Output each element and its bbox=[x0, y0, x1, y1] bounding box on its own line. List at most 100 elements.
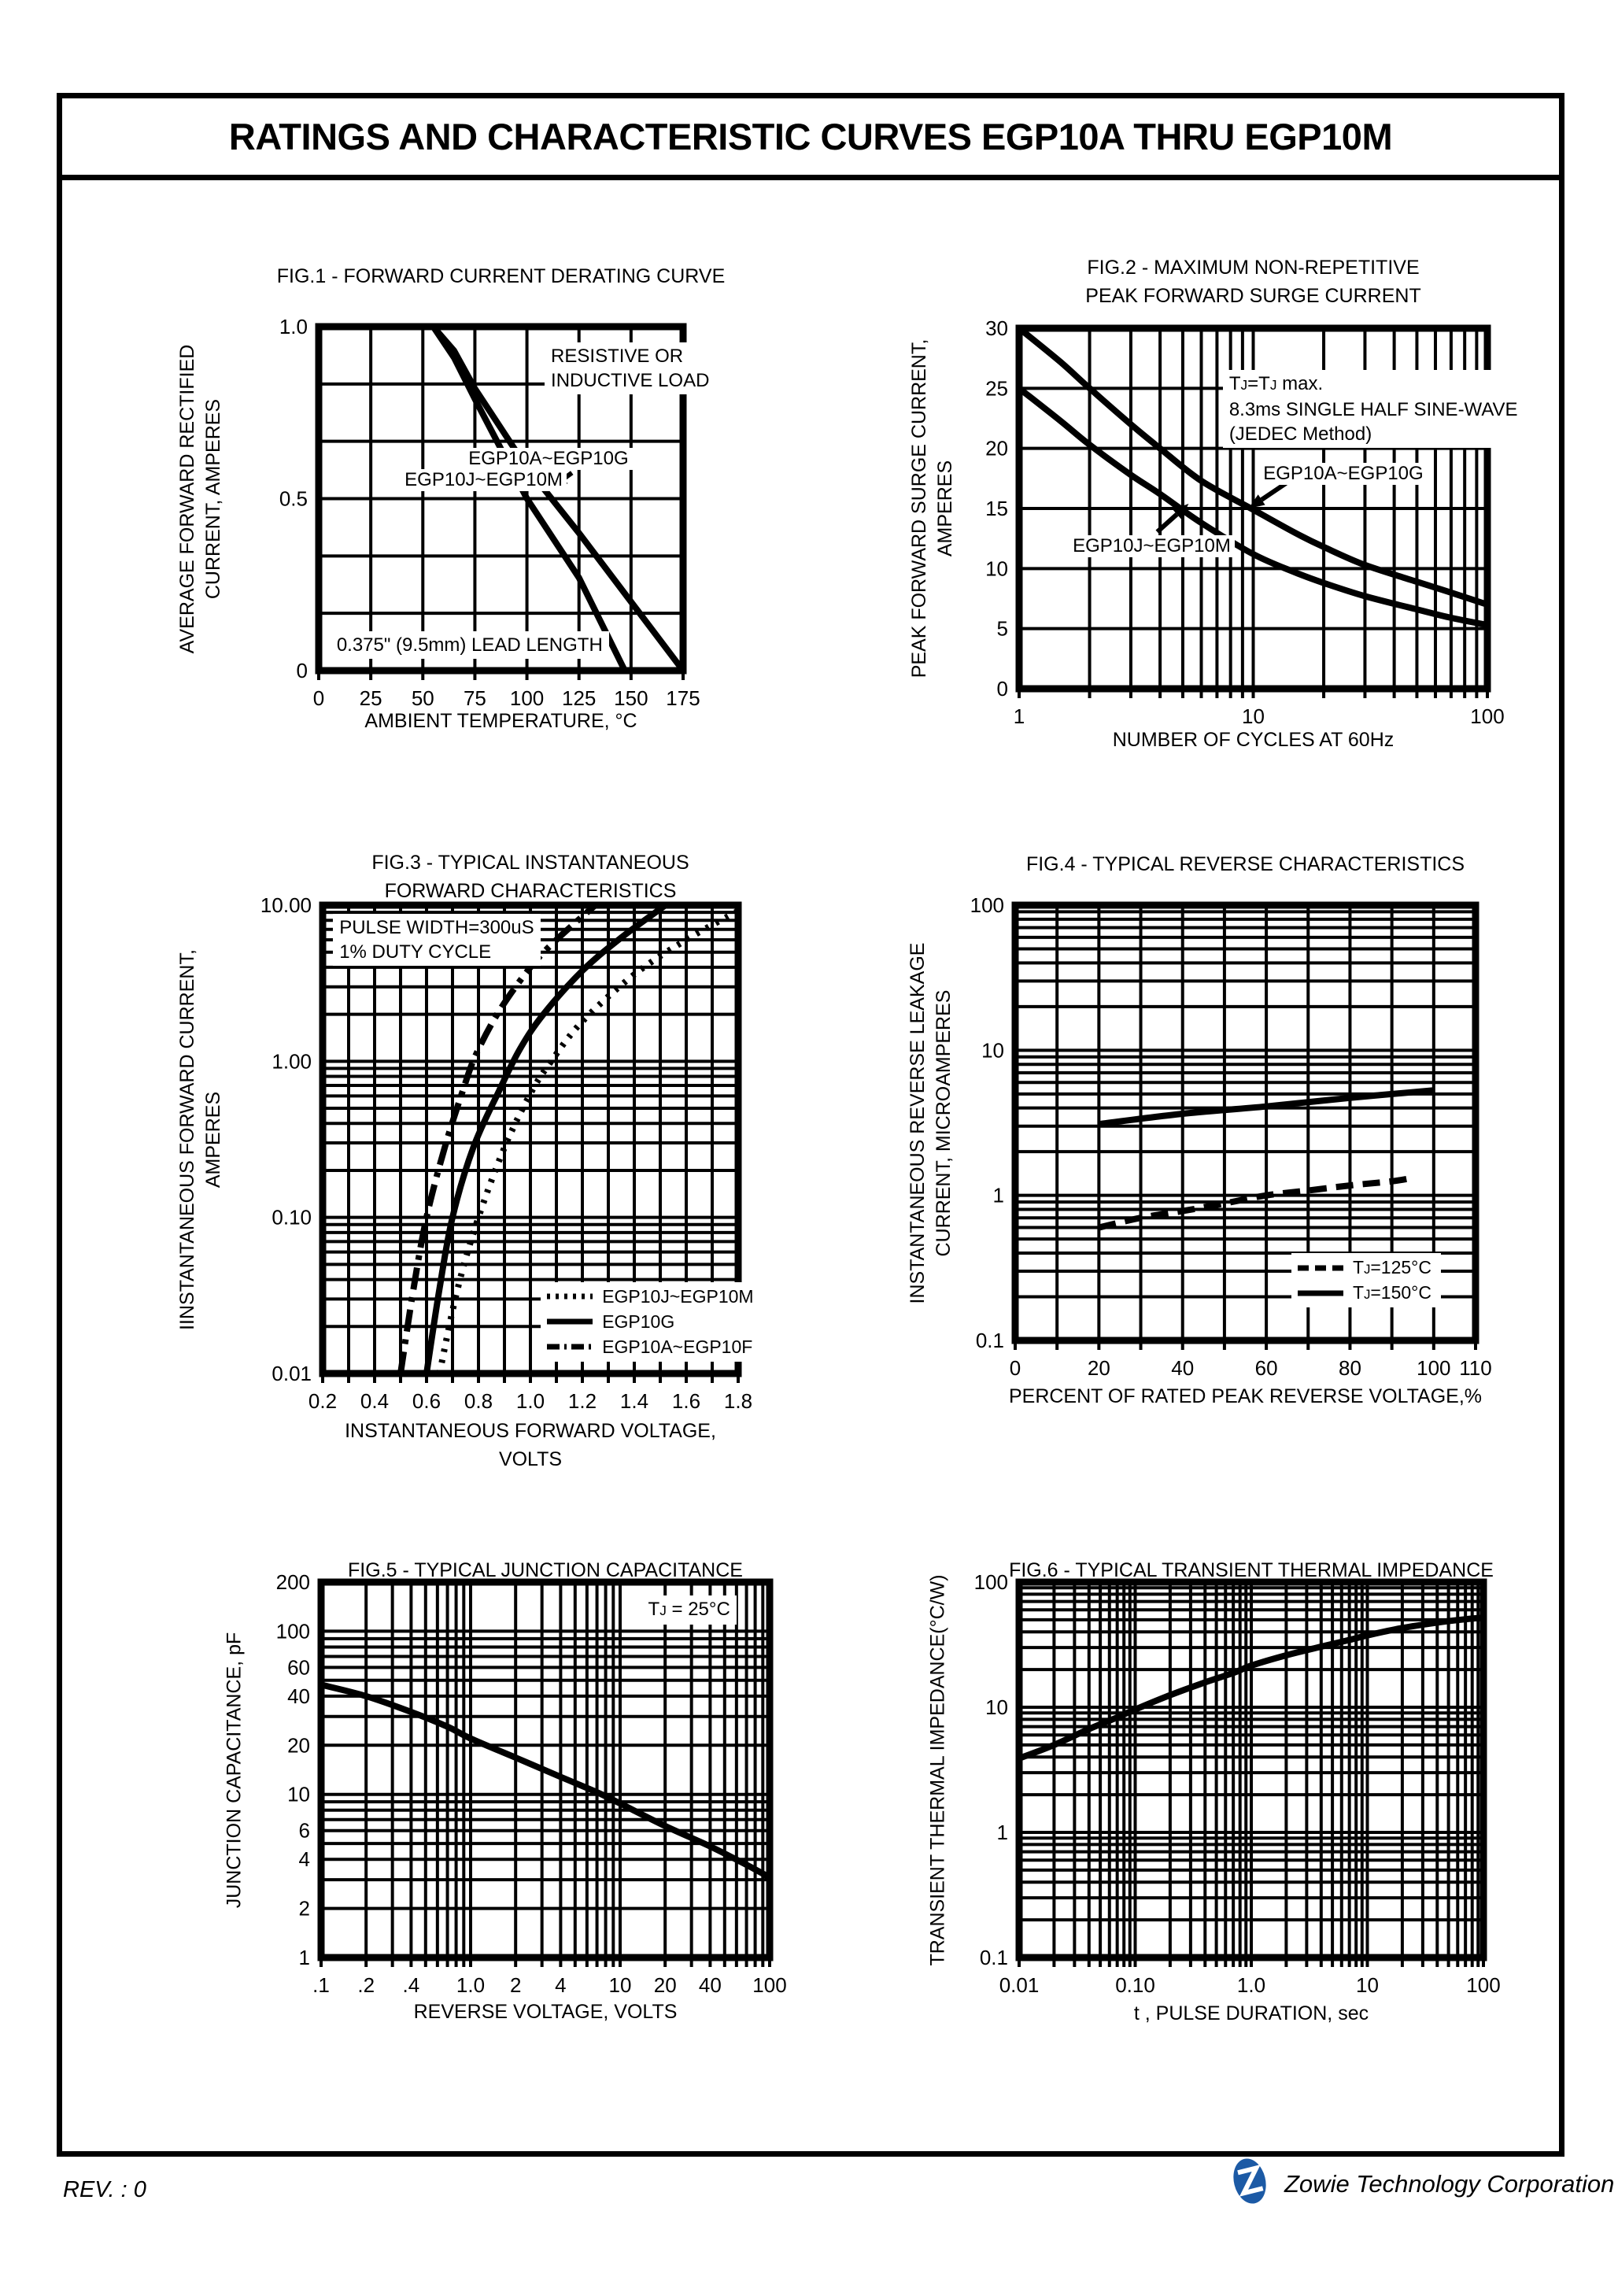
fig5-y-tick: 60 bbox=[287, 1655, 310, 1679]
fig1-title: FIG.1 - FORWARD CURRENT DERATING CURVE bbox=[277, 262, 725, 290]
fig5-x-tick: 10 bbox=[609, 1973, 632, 1997]
fig3-y-title-line: AMPERES bbox=[202, 1091, 224, 1188]
fig2-y-tick: 20 bbox=[985, 437, 1008, 460]
fig5-y-axis-title: JUNCTION CAPACITANCE, pF bbox=[222, 1632, 248, 1908]
fig2-series-EGP10J~EGP10M bbox=[1017, 386, 1488, 629]
fig5-y-title-line: JUNCTION CAPACITANCE, pF bbox=[223, 1632, 246, 1908]
fig4-x-tick: 0 bbox=[1010, 1356, 1021, 1380]
fig5-y-tick: 2 bbox=[299, 1897, 310, 1921]
fig5-x-tick: 2 bbox=[510, 1973, 521, 1997]
fig4-y-title-line: CURRENT, MICROAMPERES bbox=[933, 989, 955, 1256]
fig5-x-tick: 4 bbox=[555, 1973, 566, 1997]
fig1-title-line: FIG.1 - FORWARD CURRENT DERATING CURVE bbox=[276, 265, 726, 287]
fig6-x-tick: 0.10 bbox=[1115, 1973, 1155, 1997]
fig2-x-tick: 100 bbox=[1470, 704, 1504, 728]
fig5-series-junction-capacitance bbox=[320, 1681, 771, 1880]
fig3-x-tick: 0.4 bbox=[360, 1389, 389, 1413]
fig3-x-axis-title: INSTANTANEOUS FORWARD VOLTAGE, VOLTS bbox=[345, 1417, 716, 1473]
fig5-x-tick: .1 bbox=[312, 1973, 330, 1997]
fig3-series-EGP10J~EGP10M bbox=[436, 908, 740, 1374]
fig4-x-axis-title: PERCENT OF RATED PEAK REVERSE VOLTAGE,% bbox=[1009, 1382, 1482, 1411]
fig3-title-line: FORWARD CHARACTERISTICS bbox=[384, 880, 677, 902]
fig2-y-tick: 15 bbox=[985, 497, 1008, 520]
fig4-x-tick: 110 bbox=[1459, 1356, 1491, 1380]
fig6-series-transient-thermal-impedance bbox=[1018, 1614, 1484, 1762]
fig3-legend-entry: EGP10J~EGP10M bbox=[547, 1285, 754, 1307]
fig2-y-tick: 5 bbox=[997, 617, 1008, 641]
fig2-title: FIG.2 - MAXIMUM NON-REPETITIVE PEAK FORWA… bbox=[1085, 253, 1420, 310]
fig6-title: FIG.6 - TYPICAL TRANSIENT THERMAL IMPEDA… bbox=[1009, 1556, 1494, 1584]
fig2-curve-label: EGP10J~EGP10M bbox=[1069, 534, 1235, 557]
fig5-y-tick: 6 bbox=[299, 1819, 310, 1843]
fig3-y-tick: 1.00 bbox=[272, 1049, 312, 1073]
fig5-title-line: FIG.5 - TYPICAL JUNCTION CAPACITANCE bbox=[348, 1559, 743, 1581]
fig5-y-tick: 100 bbox=[276, 1619, 310, 1643]
fig1-x-tick: 75 bbox=[464, 686, 486, 710]
fig4-legend-label: TJ=150°C bbox=[1353, 1282, 1431, 1303]
fig1-curve-label: EGP10A~EGP10G bbox=[464, 447, 633, 470]
fig2-y-title-line: AMPERES bbox=[934, 460, 956, 557]
fig3-x-tick: 1.4 bbox=[620, 1389, 648, 1413]
fig1-x-tick: 50 bbox=[412, 686, 434, 710]
fig4-legend-label: TJ=125°C bbox=[1353, 1257, 1431, 1278]
fig3-title: FIG.3 - TYPICAL INSTANTANEOUS FORWARD CHA… bbox=[371, 849, 689, 905]
fig2-x-tick: 1 bbox=[1014, 704, 1025, 728]
fig5-title: FIG.5 - TYPICAL JUNCTION CAPACITANCE bbox=[348, 1556, 743, 1584]
fig4-title-line: FIG.4 - TYPICAL REVERSE CHARACTERISTICS bbox=[1025, 853, 1465, 875]
fig2-y-tick: 25 bbox=[985, 376, 1008, 400]
fig1-y-tick: 0.5 bbox=[279, 487, 308, 511]
fig6-y-title-line: TRANSIENT THERMAL IMPEDANCE(°C/W) bbox=[926, 1573, 949, 1966]
fig3-legend-label: EGP10J~EGP10M bbox=[602, 1285, 754, 1307]
fig2-x-title-line: NUMBER OF CYCLES AT 60Hz bbox=[1112, 729, 1395, 751]
fig1-y-tick: 1.0 bbox=[279, 315, 308, 338]
fig5-x-tick: 1.0 bbox=[456, 1973, 485, 1997]
fig6-y-tick: 1 bbox=[997, 1821, 1008, 1844]
fig6-x-tick: 10 bbox=[1356, 1973, 1379, 1997]
fig4-legend-entry: TJ=150°C bbox=[1298, 1282, 1431, 1303]
page-title: RATINGS AND CHARACTERISTIC CURVES EGP10A… bbox=[228, 116, 1393, 157]
fig4-legend: TJ=125°C TJ=150°C bbox=[1291, 1253, 1441, 1308]
fig3-legend: EGP10J~EGP10M EGP10G EGP10A~EGP10F bbox=[541, 1281, 763, 1362]
fig2-x-tick: 10 bbox=[1242, 704, 1265, 728]
fig6-x-tick: 1.0 bbox=[1237, 1973, 1265, 1997]
fig6-y-tick: 10 bbox=[985, 1695, 1008, 1719]
dotted-line-sample bbox=[547, 1293, 593, 1300]
fig6-plot: 0.01 0.10 1.0 10 100 100 10 1 0.1 bbox=[974, 1570, 1501, 1997]
fig4-x-title-line: PERCENT OF RATED PEAK REVERSE VOLTAGE,% bbox=[1008, 1385, 1483, 1407]
fig2-series-EGP10A~EGP10G bbox=[1017, 325, 1489, 608]
fig2-y-tick: 30 bbox=[985, 316, 1008, 340]
fig1-x-axis-title: AMBIENT TEMPERATURE, °C bbox=[364, 707, 637, 735]
fig3-y-tick: 0.01 bbox=[272, 1362, 312, 1385]
fig4-y-tick: 10 bbox=[981, 1038, 1004, 1062]
fig3-y-tick: 10.00 bbox=[260, 893, 312, 917]
fig1-annotation: RESISTIVE OR INDUCTIVE LOAD bbox=[545, 342, 716, 394]
fig4-y-tick: 0.1 bbox=[976, 1329, 1004, 1352]
fig6-y-tick: 100 bbox=[974, 1570, 1008, 1594]
fig6-x-title-line: t , PULSE DURATION, sec bbox=[1133, 2002, 1369, 2024]
fig4-x-tick: 80 bbox=[1339, 1356, 1361, 1380]
fig3-legend-label: EGP10G bbox=[602, 1311, 675, 1332]
fig6-x-axis-title: t , PULSE DURATION, sec bbox=[1134, 1999, 1369, 2028]
fig3-y-tick: 0.10 bbox=[272, 1206, 312, 1229]
fig6-x-tick: 0.01 bbox=[999, 1973, 1040, 1997]
fig5-x-tick: 100 bbox=[752, 1973, 786, 1997]
fig2-y-axis-title: PEAK FORWARD SURGE CURRENT, AMPERES bbox=[907, 339, 959, 678]
fig5-y-tick: 10 bbox=[287, 1783, 310, 1806]
fig2-y-tick: 0 bbox=[997, 677, 1008, 701]
solid-line-sample bbox=[547, 1318, 593, 1325]
fig3-legend-entry: EGP10A~EGP10F bbox=[547, 1337, 753, 1358]
fig3-x-tick: 0.6 bbox=[412, 1389, 441, 1413]
fig3-annotation: PULSE WIDTH=300uS 1% DUTY CYCLE bbox=[333, 913, 541, 966]
fig4-y-tick: 1 bbox=[993, 1184, 1004, 1207]
fig1-y-axis-title: AVERAGE FORWARD RECTIFIED CURRENT, AMPERE… bbox=[175, 344, 227, 653]
fig5-x-tick: .2 bbox=[357, 1973, 375, 1997]
fig5-y-tick: 1 bbox=[299, 1946, 310, 1969]
fig5-x-tick: .4 bbox=[403, 1973, 420, 1997]
fig2-x-axis-title: NUMBER OF CYCLES AT 60Hz bbox=[1113, 726, 1395, 754]
fig3-x-title-line: VOLTS bbox=[498, 1448, 563, 1470]
fig4-y-title-line: INSTANTANEOUS REVERSE LEAKAGE bbox=[907, 942, 929, 1303]
fig5-y-tick: 20 bbox=[287, 1733, 310, 1757]
fig5-plot: .1 .2 .4 1.0 2 4 10 20 40 100 200 100 60 40 20 10 6 4 2 1 bbox=[276, 1570, 787, 1997]
fig3-x-tick: 0.8 bbox=[464, 1389, 493, 1413]
